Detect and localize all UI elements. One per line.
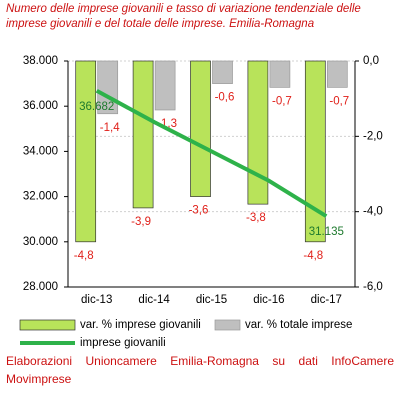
y-tick-label: 38.000 [23, 55, 58, 67]
bar [132, 60, 154, 209]
data-label: -1,4 [100, 122, 120, 134]
data-label: 31.135 [309, 226, 344, 238]
data-label: -3,6 [189, 205, 209, 217]
y2-tick-label: -2,0 [363, 130, 383, 142]
legend-label: var. % totale imprese [245, 319, 352, 331]
bar [75, 60, 97, 243]
data-label: -0,7 [272, 95, 292, 107]
x-tick-label: dic-16 [253, 294, 284, 306]
bar [212, 60, 233, 84]
legend-swatch [19, 319, 76, 331]
chart: -6,0 -4,0 -2,0 0,0 28.000 30.000 32.000 34.000 3… [19, 55, 383, 349]
x-tick-label: dic-15 [196, 294, 227, 306]
chart-title: Numero delle imprese giovanili e tasso d… [6, 3, 361, 30]
legend-label: var. % imprese giovanili [80, 319, 201, 331]
y-tick-label: 28.000 [23, 281, 58, 293]
y-tick-label: 34.000 [23, 145, 58, 157]
data-label: -4,8 [303, 250, 323, 262]
bar [247, 60, 269, 205]
x-tick-label: dic-13 [81, 294, 112, 306]
bar [190, 60, 211, 197]
x-tick-label: dic-14 [138, 294, 170, 306]
data-label: -4,8 [74, 250, 94, 262]
y-tick-label: 30.000 [23, 236, 58, 248]
data-label: -0,7 [329, 95, 349, 107]
data-label: -3,9 [131, 216, 151, 228]
bar [154, 60, 176, 111]
source-note: Elaborazioni Unioncamere Emilia-Romagna … [6, 354, 394, 386]
bar [304, 60, 326, 243]
data-label: -3,8 [246, 212, 266, 224]
data-label: 36.682 [79, 101, 114, 113]
y-tick-label: 32.000 [23, 191, 58, 203]
y-tick-label: 36.000 [23, 100, 58, 112]
bar [326, 60, 348, 88]
x-tick-label: dic-17 [311, 294, 342, 306]
legend-swatch [214, 319, 241, 331]
y2-tick-label: -6,0 [363, 281, 383, 293]
y2-tick-label: 0,0 [363, 55, 379, 67]
legend-label: imprese giovanili [80, 337, 166, 349]
y2-tick-label: -4,0 [363, 206, 383, 218]
line [95, 89, 328, 218]
data-label: -0,6 [215, 92, 235, 104]
bar [269, 60, 291, 88]
